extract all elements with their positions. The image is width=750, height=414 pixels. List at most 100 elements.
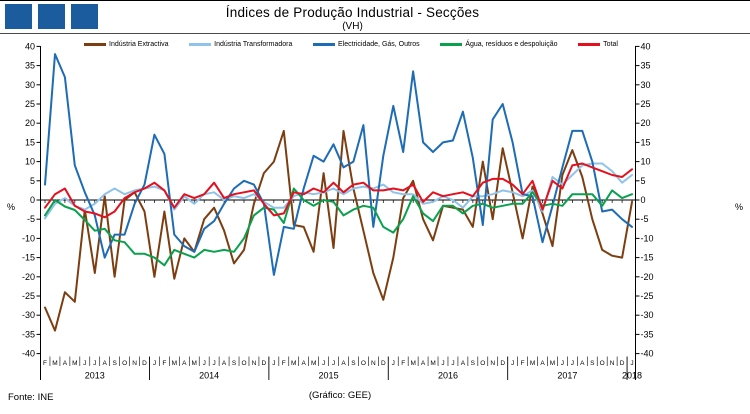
- legend-label: Indústria Transformadora: [214, 41, 293, 48]
- svg-text:-10: -10: [22, 233, 35, 243]
- svg-text:A: A: [580, 360, 585, 367]
- svg-text:2017: 2017: [557, 371, 577, 381]
- svg-text:-40: -40: [641, 349, 654, 359]
- legend-swatch-electricidade: [312, 43, 335, 46]
- svg-text:-25: -25: [22, 291, 35, 301]
- year-axis: 2013 2014 2015 2016 2017 2018: [85, 371, 642, 381]
- svg-text:O: O: [361, 360, 366, 367]
- svg-text:O: O: [480, 360, 485, 367]
- series-line-2: [44, 53, 633, 276]
- svg-text:40: 40: [641, 41, 651, 51]
- svg-text:M: M: [550, 360, 555, 367]
- svg-text:M: M: [172, 360, 177, 367]
- svg-text:A: A: [103, 360, 108, 367]
- svg-text:J: J: [511, 360, 514, 367]
- svg-text:J: J: [213, 360, 216, 367]
- legend-label: Total: [603, 41, 618, 48]
- svg-text:-10: -10: [641, 233, 654, 243]
- legend-label: Indústria Extractiva: [109, 41, 169, 48]
- svg-text:5: 5: [641, 176, 646, 186]
- svg-text:F: F: [282, 360, 286, 367]
- svg-text:2015: 2015: [319, 371, 339, 381]
- svg-text:M: M: [72, 360, 77, 367]
- legend-label: Água, resíduos e despoluição: [465, 41, 558, 48]
- svg-text:J: J: [153, 360, 156, 367]
- svg-text:-5: -5: [27, 214, 35, 224]
- svg-text:N: N: [132, 360, 137, 367]
- svg-text:5: 5: [30, 176, 35, 186]
- svg-text:S: S: [590, 360, 595, 367]
- svg-text:J: J: [93, 360, 96, 367]
- svg-text:20: 20: [25, 118, 35, 128]
- logo-square: [71, 4, 98, 29]
- svg-text:J: J: [392, 360, 395, 367]
- logo-square: [38, 4, 65, 29]
- svg-text:O: O: [241, 360, 246, 367]
- legend-item-transformadora: Indústria Transformadora: [189, 41, 292, 48]
- axes: [36, 45, 640, 380]
- legend-item-extractiva: Indústria Extractiva: [84, 41, 169, 48]
- svg-text:35: 35: [25, 61, 35, 71]
- svg-text:-5: -5: [641, 214, 649, 224]
- svg-text:A: A: [341, 360, 346, 367]
- svg-text:A: A: [461, 360, 466, 367]
- axis-labels: 40 40 35 35 30 30 25 25 20 20 15 15 10 10 5 5 0 0 -5 -5 -10 -…: [7, 41, 743, 358]
- svg-text:J: J: [451, 360, 454, 367]
- svg-text:A: A: [63, 360, 68, 367]
- svg-text:40: 40: [25, 41, 35, 51]
- series-line-3: [44, 187, 633, 267]
- svg-text:30: 30: [641, 80, 651, 90]
- chart-title: Índices de Produção Industrial - Secções: [225, 5, 480, 20]
- legend-swatch-agua: [440, 43, 463, 46]
- source-note: Fonte: INE: [8, 392, 54, 403]
- svg-text:J: J: [571, 360, 574, 367]
- svg-text:F: F: [43, 360, 47, 367]
- chart-legend: Indústria Extractiva Indústria Transform…: [84, 41, 618, 48]
- header-divider: [0, 33, 750, 34]
- svg-text:M: M: [291, 360, 296, 367]
- legend-item-electricidade: Electricidade, Gás, Outros: [312, 41, 420, 48]
- svg-text:M: M: [410, 360, 415, 367]
- svg-text:2013: 2013: [85, 371, 105, 381]
- svg-text:O: O: [122, 360, 127, 367]
- svg-text:N: N: [610, 360, 615, 367]
- svg-text:J: J: [83, 360, 86, 367]
- svg-text:J: J: [561, 360, 564, 367]
- svg-text:-15: -15: [641, 253, 654, 263]
- svg-text:2018: 2018: [622, 371, 642, 381]
- svg-text:D: D: [381, 360, 386, 367]
- series-line-0: [44, 129, 633, 332]
- svg-text:N: N: [252, 360, 257, 367]
- svg-text:N: N: [490, 360, 495, 367]
- svg-text:N: N: [371, 360, 376, 367]
- svg-text:D: D: [142, 360, 147, 367]
- svg-text:2016: 2016: [438, 371, 458, 381]
- window-top-border: [0, 0, 750, 1]
- svg-text:S: S: [112, 360, 117, 367]
- svg-text:S: S: [351, 360, 356, 367]
- svg-text:-20: -20: [641, 272, 654, 282]
- gee-logo: [5, 4, 98, 29]
- svg-text:S: S: [471, 360, 476, 367]
- svg-text:20: 20: [641, 118, 651, 128]
- series-line-4: [44, 162, 633, 219]
- svg-text:-25: -25: [641, 291, 654, 301]
- svg-text:S: S: [232, 360, 237, 367]
- svg-text:0: 0: [641, 195, 646, 205]
- svg-text:J: J: [322, 360, 325, 367]
- svg-text:-40: -40: [22, 349, 35, 359]
- svg-text:A: A: [222, 360, 227, 367]
- legend-swatch-total: [578, 43, 601, 46]
- svg-text:A: A: [421, 360, 426, 367]
- svg-text:-35: -35: [22, 329, 35, 339]
- svg-text:M: M: [311, 360, 316, 367]
- legend-item-agua: Água, resíduos e despoluição: [440, 41, 558, 48]
- svg-text:25: 25: [25, 99, 35, 109]
- legend-item-total: Total: [578, 41, 618, 48]
- svg-text:-30: -30: [641, 310, 654, 320]
- svg-text:F: F: [162, 360, 166, 367]
- svg-text:J: J: [332, 360, 335, 367]
- svg-text:%: %: [735, 202, 743, 212]
- svg-text:A: A: [302, 360, 307, 367]
- svg-text:15: 15: [25, 137, 35, 147]
